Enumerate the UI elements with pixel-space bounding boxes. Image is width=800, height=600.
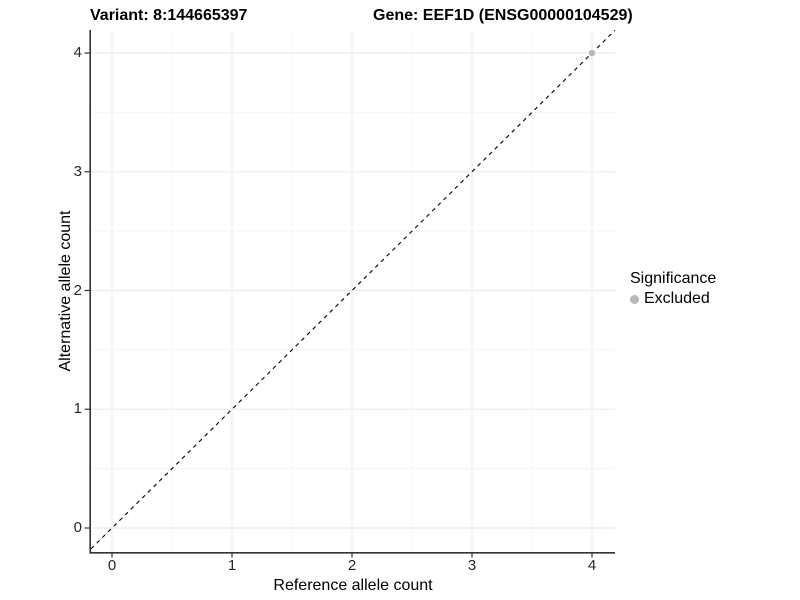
y-tick-label: 1 [73,400,82,418]
legend-title: Significance [630,270,717,287]
plot-title-gene: Gene: EEF1D (ENSG00000104529) [373,7,633,24]
legend: Significance Excluded [630,268,716,309]
plot-title-variant: Variant: 8:144665397 [90,7,248,24]
legend-item: Excluded [630,289,716,309]
x-tick-label: 3 [467,557,477,574]
y-axis-title: Alternative allele count [57,210,74,372]
data-point [588,49,596,57]
x-tick-label: 1 [227,557,237,574]
x-tick-label: 0 [107,557,117,574]
circle-icon [630,294,639,304]
legend-items: Excluded [630,289,716,309]
y-tick-label: 4 [73,44,82,61]
legend-item-label: Excluded [644,290,710,307]
y-tick-label: 0 [73,519,82,536]
y-tick-label: 3 [73,162,82,180]
x-tick-label: 4 [587,557,597,574]
x-tick-label: 2 [347,557,357,574]
identity-reference-line [90,29,616,550]
y-tick-label: 2 [73,281,82,299]
x-axis-title: Reference allele count [273,577,433,594]
